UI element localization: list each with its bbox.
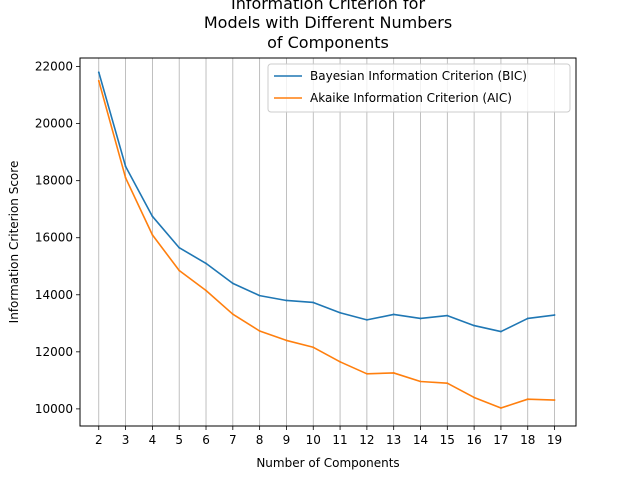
data-point [231, 313, 234, 316]
data-point [285, 299, 288, 302]
x-tick-label: 16 [466, 433, 481, 447]
x-tick-label: 8 [256, 433, 264, 447]
data-point [419, 317, 422, 320]
chart-title: Information Criterion for Models with Di… [204, 0, 452, 52]
x-tick-label: 14 [413, 433, 428, 447]
data-point [151, 215, 154, 218]
y-tick-label: 14000 [35, 288, 73, 302]
x-tick-label: 11 [332, 433, 347, 447]
y-tick-label: 18000 [35, 174, 73, 188]
x-tick-label: 6 [202, 433, 210, 447]
data-point [446, 382, 449, 385]
chart-title-line-1: Information Criterion for [231, 0, 425, 13]
data-point [312, 346, 315, 349]
x-tick-label: 18 [520, 433, 535, 447]
data-point [500, 407, 502, 409]
data-point [553, 314, 556, 316]
data-point [231, 282, 234, 285]
x-axis-label: Number of Components [256, 456, 399, 470]
series-layer [97, 71, 556, 409]
y-tick-label: 22000 [35, 60, 73, 74]
y-tick-label: 20000 [35, 117, 73, 131]
x-tick-label: 5 [175, 433, 183, 447]
x-tick-label: 4 [149, 433, 157, 447]
data-point [151, 233, 154, 236]
data-point [446, 314, 449, 317]
x-tick-label: 2 [95, 433, 103, 447]
data-point [392, 372, 395, 374]
data-point [500, 330, 502, 333]
plot-frame [79, 57, 577, 427]
data-point [392, 313, 395, 316]
data-point [419, 380, 422, 383]
x-tick-label: 13 [386, 433, 401, 447]
x-tick-label: 15 [440, 433, 455, 447]
x-tick-label: 19 [547, 433, 562, 447]
data-point [339, 311, 341, 314]
data-point [124, 165, 127, 168]
x-tick-label: 10 [306, 433, 321, 447]
series-line-bic [98, 72, 555, 333]
data-point [205, 289, 207, 292]
data-point [97, 79, 100, 82]
data-point [553, 399, 556, 401]
x-tick-label: 7 [229, 433, 237, 447]
data-point [365, 372, 368, 375]
data-point [473, 396, 476, 399]
legend-label-bic: Bayesian Information Criterion (BIC) [310, 69, 527, 83]
data-point [339, 360, 341, 363]
data-point [258, 330, 261, 332]
legend-label-aic: Akaike Information Criterion (AIC) [310, 91, 512, 105]
data-point [365, 318, 368, 321]
series-line-aic [97, 80, 555, 409]
data-point [205, 262, 207, 265]
x-tick-label: 17 [493, 433, 508, 447]
grid-layer [98, 58, 555, 426]
x-tick-label: 9 [283, 433, 291, 447]
data-point [473, 324, 476, 327]
x-tick-label: 3 [122, 433, 130, 447]
data-point [526, 317, 529, 320]
y-tick-label: 12000 [35, 345, 73, 359]
data-point [285, 339, 288, 342]
data-point [312, 301, 315, 304]
legend: Bayesian Information Criterion (BIC) Aka… [267, 63, 571, 113]
chart-title-line-3: of Components [267, 33, 389, 52]
data-point [526, 398, 529, 401]
data-point [97, 71, 100, 74]
data-point [258, 294, 261, 297]
data-point [178, 246, 181, 249]
legend-box [267, 63, 571, 113]
y-tick-label: 10000 [35, 402, 73, 416]
y-axis: 10000 12000 14000 16000 18000 20000 22000 [35, 60, 80, 416]
y-axis-label: Information Criterion Score [7, 161, 21, 324]
x-tick-label: 12 [359, 433, 374, 447]
data-point [178, 269, 181, 272]
chart-title-line-2: Models with Different Numbers [204, 13, 452, 32]
y-tick-label: 16000 [35, 231, 73, 245]
x-axis: 2 3 4 5 6 7 8 9 10 11 12 13 14 15 16 17 18 19 [95, 426, 562, 447]
data-point [124, 176, 127, 179]
